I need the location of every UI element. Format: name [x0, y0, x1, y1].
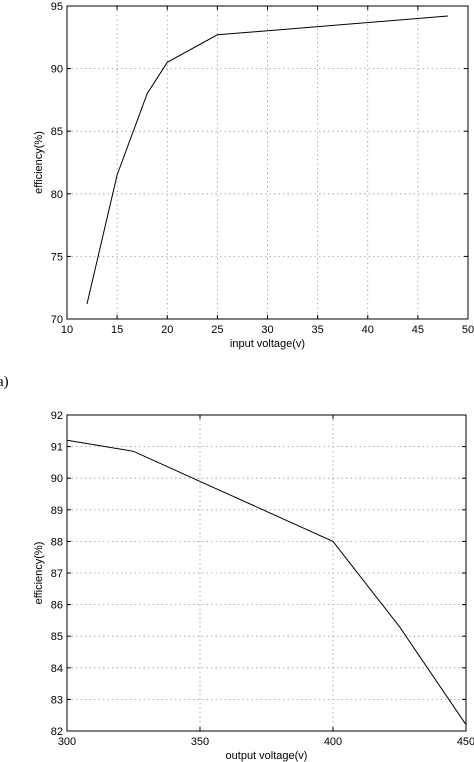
series-line — [86, 15, 448, 305]
x-axis-label: input voltage(v) — [230, 338, 305, 350]
x-tick-label: 30 — [261, 324, 273, 336]
y-tick-label: 86 — [51, 600, 63, 612]
y-tick-label: 95 — [51, 1, 63, 13]
y-tick-label: 85 — [51, 126, 63, 138]
x-tick-label: 25 — [211, 324, 223, 336]
y-tick-label: 80 — [51, 189, 63, 201]
series-line — [66, 439, 467, 725]
y-tick-label: 91 — [51, 442, 63, 454]
y-tick-label: 87 — [51, 568, 63, 580]
y-tick-label: 70 — [51, 314, 63, 326]
x-tick-label: 20 — [161, 324, 173, 336]
y-tick-label: 82 — [51, 726, 63, 738]
x-tick-label: 40 — [362, 324, 374, 336]
y-tick-label: 85 — [51, 631, 63, 643]
y-tick-label: 92 — [51, 410, 63, 422]
y-tick-label: 84 — [51, 663, 63, 675]
x-axis-label: output voltage(v) — [226, 750, 308, 762]
y-tick-label: 83 — [51, 694, 63, 706]
y-tick-label: 88 — [51, 536, 63, 548]
x-tick-label: 400 — [324, 736, 342, 748]
y-tick-label: 90 — [51, 473, 63, 485]
y-axis-label: efficiency(%) — [33, 542, 45, 605]
chart-efficiency-vs-input-voltage: 10 15 20 25 30 35 40 45 50 70 75 80 85 90 95 input volt… — [33, 1, 474, 350]
x-tick-label: 350 — [191, 736, 209, 748]
x-tick-label: 300 — [58, 736, 76, 748]
x-tick-label: 10 — [61, 324, 73, 336]
y-axis-label: efficiency(%) — [33, 131, 45, 194]
x-tick-label: 35 — [312, 324, 324, 336]
x-tick-label: 45 — [412, 324, 424, 336]
y-tick-label: 90 — [51, 64, 63, 76]
chart-efficiency-vs-output-voltage: 300 350 400 450 82 83 84 85 86 87 88 89 90 91 92 output… — [33, 410, 474, 762]
x-tick-label: 450 — [457, 736, 474, 748]
panel-label-a: a) — [0, 374, 9, 390]
y-tick-label: 89 — [51, 505, 63, 517]
y-tick-label: 75 — [51, 251, 63, 263]
x-tick-label: 15 — [111, 324, 123, 336]
x-tick-label: 50 — [462, 324, 474, 336]
